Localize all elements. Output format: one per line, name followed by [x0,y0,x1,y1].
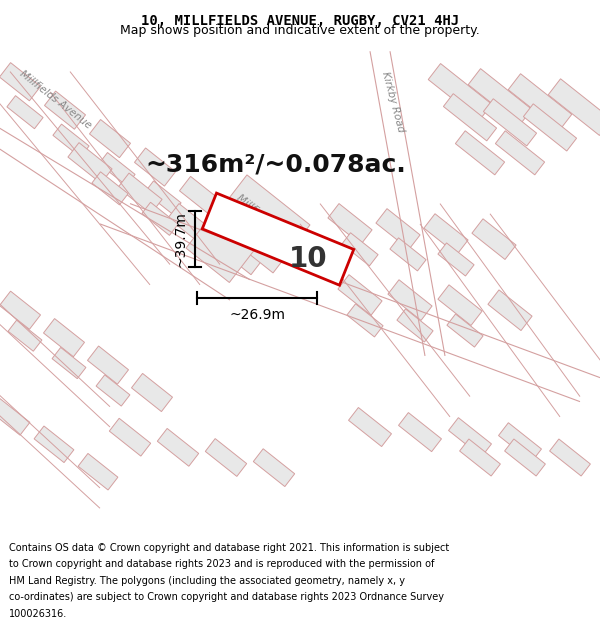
Polygon shape [168,204,212,244]
Text: to Crown copyright and database rights 2023 and is reproduced with the permissio: to Crown copyright and database rights 2… [9,559,434,569]
Polygon shape [484,99,536,146]
Polygon shape [428,64,492,120]
Text: Contains OS data © Crown copyright and database right 2021. This information is : Contains OS data © Crown copyright and d… [9,543,449,553]
Polygon shape [472,219,516,259]
Polygon shape [349,408,391,447]
Polygon shape [328,204,372,244]
Polygon shape [508,74,572,131]
Text: 10: 10 [289,246,328,274]
Polygon shape [550,439,590,476]
Polygon shape [78,453,118,490]
Polygon shape [34,426,74,462]
Text: Map shows position and indicative extent of the property.: Map shows position and indicative extent… [120,24,480,37]
Polygon shape [449,418,491,457]
Polygon shape [505,439,545,476]
Polygon shape [8,320,42,351]
Polygon shape [488,290,532,331]
Polygon shape [88,346,128,384]
Polygon shape [460,439,500,476]
Polygon shape [438,285,482,326]
Polygon shape [0,62,41,101]
Polygon shape [131,373,173,412]
Polygon shape [99,152,135,186]
Polygon shape [388,280,432,321]
Text: 100026316.: 100026316. [9,609,67,619]
Text: Kirkby Road: Kirkby Road [380,71,406,134]
Polygon shape [376,209,420,249]
Polygon shape [52,348,86,379]
Text: Millfields Avenue: Millfields Avenue [18,69,94,131]
Polygon shape [7,96,43,129]
Text: ~316m²/~0.078ac.: ~316m²/~0.078ac. [145,153,406,177]
Text: Millfields Avenue: Millfields Avenue [235,193,310,255]
Polygon shape [53,124,89,157]
Polygon shape [0,399,30,435]
Text: HM Land Registry. The polygons (including the associated geometry, namely x, y: HM Land Registry. The polygons (includin… [9,576,405,586]
Polygon shape [145,181,181,214]
Polygon shape [186,216,254,282]
Polygon shape [142,202,178,236]
Text: co-ordinates) are subject to Crown copyright and database rights 2023 Ordnance S: co-ordinates) are subject to Crown copyr… [9,592,444,602]
Polygon shape [43,319,85,357]
Polygon shape [157,428,199,466]
Polygon shape [68,142,112,183]
Polygon shape [424,214,468,254]
Polygon shape [347,304,383,337]
Polygon shape [342,232,378,266]
Text: 10, MILLFIELDS AVENUE, RUGBY, CV21 4HJ: 10, MILLFIELDS AVENUE, RUGBY, CV21 4HJ [141,14,459,28]
Polygon shape [44,91,86,129]
Polygon shape [89,119,131,158]
Polygon shape [390,238,426,271]
Polygon shape [438,243,474,276]
Polygon shape [202,193,354,285]
Polygon shape [218,234,262,275]
Polygon shape [455,131,505,175]
Polygon shape [192,232,228,266]
Polygon shape [468,69,532,125]
Polygon shape [548,79,600,136]
Polygon shape [205,439,247,476]
Polygon shape [253,449,295,487]
Polygon shape [338,274,382,316]
Polygon shape [118,173,162,214]
Polygon shape [92,172,128,205]
Text: ~39.7m: ~39.7m [173,211,187,267]
Polygon shape [523,104,577,151]
Polygon shape [398,412,442,452]
Polygon shape [447,314,483,347]
Text: ~26.9m: ~26.9m [229,308,285,322]
Polygon shape [0,291,41,329]
Polygon shape [134,148,176,186]
Polygon shape [397,309,433,342]
Polygon shape [499,422,541,462]
Polygon shape [210,175,310,273]
Polygon shape [109,418,151,456]
Polygon shape [96,375,130,406]
Polygon shape [179,176,221,214]
Polygon shape [443,94,497,141]
Polygon shape [496,131,545,175]
